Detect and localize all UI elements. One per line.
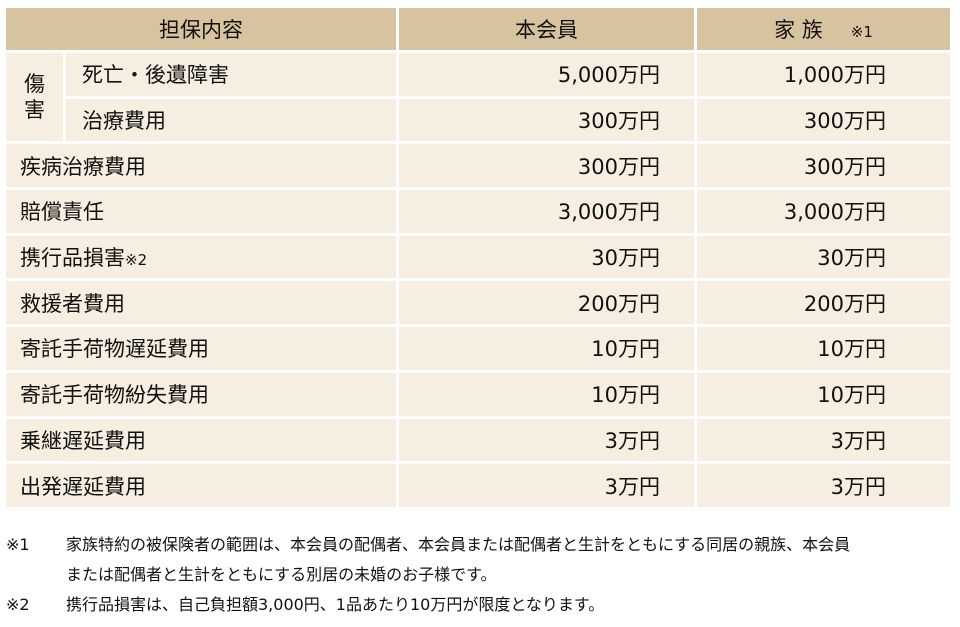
row-label: 乗継遅延費用: [6, 418, 399, 465]
footnote-2: ※2 携行品損害は、自己負担額3,000円、1品あたり10万円が限度となります。: [6, 590, 956, 620]
coverage-table: 担保内容 本会員 家 族 ※1 傷 害 死亡・後遺障害 5,000万円 1,000…: [6, 8, 950, 510]
row-label-note: ※2: [125, 251, 148, 270]
row-label: 救援者費用: [6, 281, 399, 328]
row-family-value: 30万円: [697, 235, 950, 282]
header-family-note: ※1: [850, 23, 873, 41]
row-member-value: 300万円: [399, 98, 697, 145]
header-family-label: 家 族: [774, 18, 823, 42]
footnote-text: 携行品損害は、自己負担額3,000円、1品あたり10万円が限度となります。: [66, 595, 605, 614]
footnote-text: 家族特約の被保険者の範囲は、本会員の配偶者、本会員または配偶者と生計をともにする…: [66, 535, 851, 554]
header-member: 本会員: [399, 8, 697, 53]
row-family-value: 3,000万円: [697, 190, 950, 236]
table-row: 賠償責任 3,000万円 3,000万円: [6, 190, 950, 236]
row-member-value: 3,000万円: [399, 190, 697, 236]
table-row: 救援者費用 200万円 200万円: [6, 281, 950, 328]
row-label: 寄託手荷物遅延費用: [6, 327, 399, 373]
footnotes: ※1 家族特約の被保険者の範囲は、本会員の配偶者、本会員または配偶者と生計をとも…: [6, 530, 956, 620]
row-member-value: 3万円: [399, 418, 697, 465]
footnote-mark: ※1: [6, 535, 30, 554]
table-row: 傷 害 死亡・後遺障害 5,000万円 1,000万円: [6, 53, 950, 145]
row-member-value: 300万円: [399, 144, 697, 191]
row-member-value: 30万円: [399, 235, 697, 282]
row-family-value: 200万円: [697, 281, 950, 328]
table-row: 携行品損害※2 30万円 30万円: [6, 235, 950, 282]
row-member-value: 10万円: [399, 372, 697, 419]
table-header-row: 担保内容 本会員 家 族 ※1: [6, 8, 950, 53]
row-label: 死亡・後遺障害: [66, 53, 399, 99]
header-coverage: 担保内容: [6, 8, 399, 53]
row-label: 疾病治療費用: [6, 144, 399, 191]
table-row: 疾病治療費用 300万円 300万円: [6, 144, 950, 191]
header-family: 家 族 ※1: [697, 8, 950, 53]
row-member-value: 3万円: [399, 464, 697, 510]
row-label: 賠償責任: [6, 190, 399, 236]
table-row: 治療費用 300万円 300万円: [6, 98, 950, 145]
row-family-value: 3万円: [697, 418, 950, 465]
table-row: 出発遅延費用 3万円 3万円: [6, 464, 950, 510]
table-row: 寄託手荷物紛失費用 10万円 10万円: [6, 372, 950, 419]
footnote-text: または配偶者と生計をともにする別居の未婚のお子様です。: [66, 565, 497, 584]
row-family-value: 300万円: [697, 144, 950, 191]
row-label: 出発遅延費用: [6, 464, 399, 510]
row-family-value: 300万円: [697, 98, 950, 145]
row-family-value: 10万円: [697, 372, 950, 419]
row-label: 携行品損害※2: [6, 235, 399, 282]
row-member-value: 10万円: [399, 327, 697, 373]
row-family-value: 1,000万円: [697, 53, 950, 99]
row-member-value: 200万円: [399, 281, 697, 328]
table-row: 乗継遅延費用 3万円 3万円: [6, 418, 950, 465]
footnote-1: ※1 家族特約の被保険者の範囲は、本会員の配偶者、本会員または配偶者と生計をとも…: [6, 530, 956, 560]
row-family-value: 3万円: [697, 464, 950, 510]
table-row: 寄託手荷物遅延費用 10万円 10万円: [6, 327, 950, 373]
footnote-1-continued: または配偶者と生計をともにする別居の未婚のお子様です。: [6, 560, 956, 590]
row-label: 寄託手荷物紛失費用: [6, 372, 399, 419]
injury-group-label: 傷 害: [6, 53, 66, 145]
footnote-mark: ※2: [6, 595, 30, 614]
row-member-value: 5,000万円: [399, 53, 697, 99]
row-label: 治療費用: [66, 98, 399, 145]
row-family-value: 10万円: [697, 327, 950, 373]
